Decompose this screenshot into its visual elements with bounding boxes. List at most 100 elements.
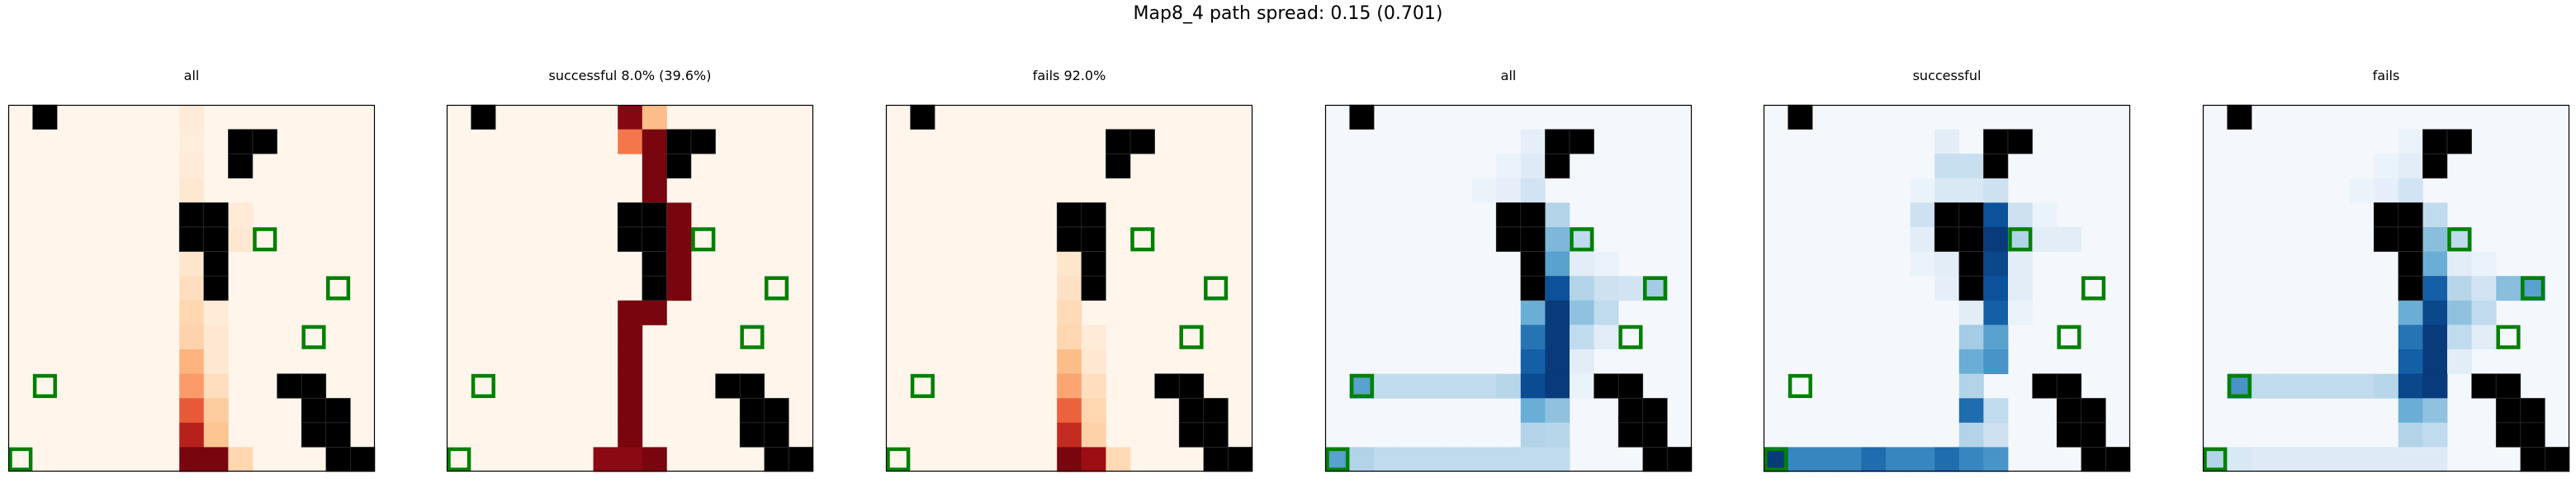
heatmap-cell: [1545, 349, 1570, 374]
heatmap-cell: [1081, 349, 1106, 374]
heatmap-cell: [2275, 447, 2301, 472]
wall-cell: [2471, 373, 2497, 399]
heatmap-cell: [203, 300, 229, 325]
heatmap-cell: [2471, 325, 2497, 350]
heatmap-cell: [1958, 349, 1984, 374]
wall-cell: [1203, 422, 1229, 448]
wall-cell: [2398, 202, 2423, 228]
heatmap-cell: [179, 447, 205, 472]
heatmap-cell: [1520, 349, 1546, 374]
heatmap-cell: [1081, 447, 1106, 472]
heatmap-cell: [1593, 251, 1619, 277]
heatmap-cell: [1471, 373, 1497, 399]
wall-cell: [1617, 373, 1644, 399]
heatmap-cell: [2422, 325, 2448, 350]
heatmap-cell: [1910, 227, 1935, 252]
wall-cell: [690, 129, 716, 154]
heatmap-cell: [179, 251, 205, 277]
heatmap-cell: [2398, 373, 2423, 399]
wall-cell: [203, 275, 229, 301]
heatmap-cell: [1593, 325, 1619, 350]
heatmap-cell: [618, 373, 643, 399]
goal-marker: [1618, 325, 1643, 349]
heatmap-cell: [2398, 447, 2423, 472]
wall-cell: [764, 422, 789, 448]
heatmap-cell: [179, 398, 205, 424]
wall-cell: [2081, 397, 2106, 424]
heatmap-cell: [1057, 349, 1082, 374]
wall-cell: [1106, 129, 1131, 154]
wall-cell: [739, 373, 765, 399]
panel-title-2: successful 8.0% (39.6%): [548, 68, 712, 83]
wall-cell: [1178, 373, 1205, 399]
wall-cell: [2398, 251, 2423, 277]
heatmap-cell: [2422, 398, 2448, 424]
heatmap-panel-4: [1324, 104, 1693, 472]
wall-cell: [471, 104, 496, 130]
heatmap-cell: [618, 300, 643, 325]
heatmap-cell: [179, 129, 205, 154]
heatmap-cell: [2374, 373, 2399, 399]
wall-cell: [2081, 447, 2106, 472]
wall-cell: [2081, 422, 2106, 448]
wall-cell: [228, 153, 253, 179]
heatmap-cell: [1545, 227, 1570, 252]
figure-suptitle: Map8_4 path spread: 0.15 (0.701): [1133, 3, 1443, 24]
wall-cell: [2422, 129, 2448, 154]
heatmap-cell: [1520, 373, 1546, 399]
heatmap-cell: [179, 154, 205, 179]
heatmap-cell: [2057, 227, 2082, 252]
heatmap-cell: [1423, 447, 1448, 472]
wall-cell: [1081, 251, 1106, 277]
heatmap-cell: [179, 178, 205, 203]
heatmap-cell: [2471, 276, 2497, 301]
wall-cell: [2495, 373, 2522, 399]
heatmap-cell: [1958, 373, 1984, 399]
heatmap-cell: [1545, 300, 1570, 325]
heatmap-cell: [203, 398, 229, 424]
wall-cell: [1788, 104, 1813, 130]
goal-marker: [447, 447, 471, 472]
heatmap-cell: [179, 349, 205, 374]
wall-cell: [1520, 202, 1546, 228]
heatmap-cell: [1057, 325, 1082, 350]
heatmap-cell: [1520, 422, 1546, 448]
wall-cell: [1495, 202, 1522, 228]
heatmap-cell: [1836, 447, 1862, 472]
goal-marker: [2521, 276, 2545, 301]
heatmap-cell: [1958, 178, 1984, 203]
wall-cell: [1545, 153, 1570, 179]
goal-marker: [2057, 325, 2081, 349]
wall-cell: [1056, 202, 1082, 228]
heatmap-cell: [1788, 447, 1813, 472]
heatmap-cell: [2398, 422, 2423, 448]
heatmap-cell: [1520, 325, 1546, 350]
heatmap-cell: [2008, 276, 2033, 301]
axes-frame: [1763, 104, 2131, 472]
heatmap-cell: [1958, 300, 1984, 325]
axes-frame: [1324, 104, 1693, 472]
wall-cell: [2373, 202, 2399, 228]
heatmap-cell: [2349, 373, 2375, 399]
goal-marker: [1130, 227, 1155, 252]
heatmap-cell: [1349, 447, 1375, 472]
wall-cell: [2520, 397, 2545, 424]
heatmap-cell: [1545, 422, 1570, 448]
heatmap-cell: [1545, 202, 1570, 228]
wall-cell: [2446, 129, 2472, 154]
goal-marker: [2227, 373, 2252, 398]
heatmap-cell: [1934, 251, 1960, 277]
goal-marker: [2203, 447, 2228, 472]
wall-cell: [1617, 422, 1644, 448]
wall-cell: [1667, 447, 1693, 472]
heatmap-cell: [666, 227, 692, 252]
heatmap-cell: [1570, 349, 1594, 374]
goal-marker: [8, 447, 33, 472]
heatmap-cell: [2471, 251, 2497, 277]
wall-cell: [203, 202, 229, 228]
wall-cell: [788, 447, 814, 472]
wall-cell: [617, 202, 643, 228]
heatmap-cell: [1812, 447, 1838, 472]
heatmap-cell: [2422, 227, 2448, 252]
wall-cell: [2422, 153, 2448, 179]
